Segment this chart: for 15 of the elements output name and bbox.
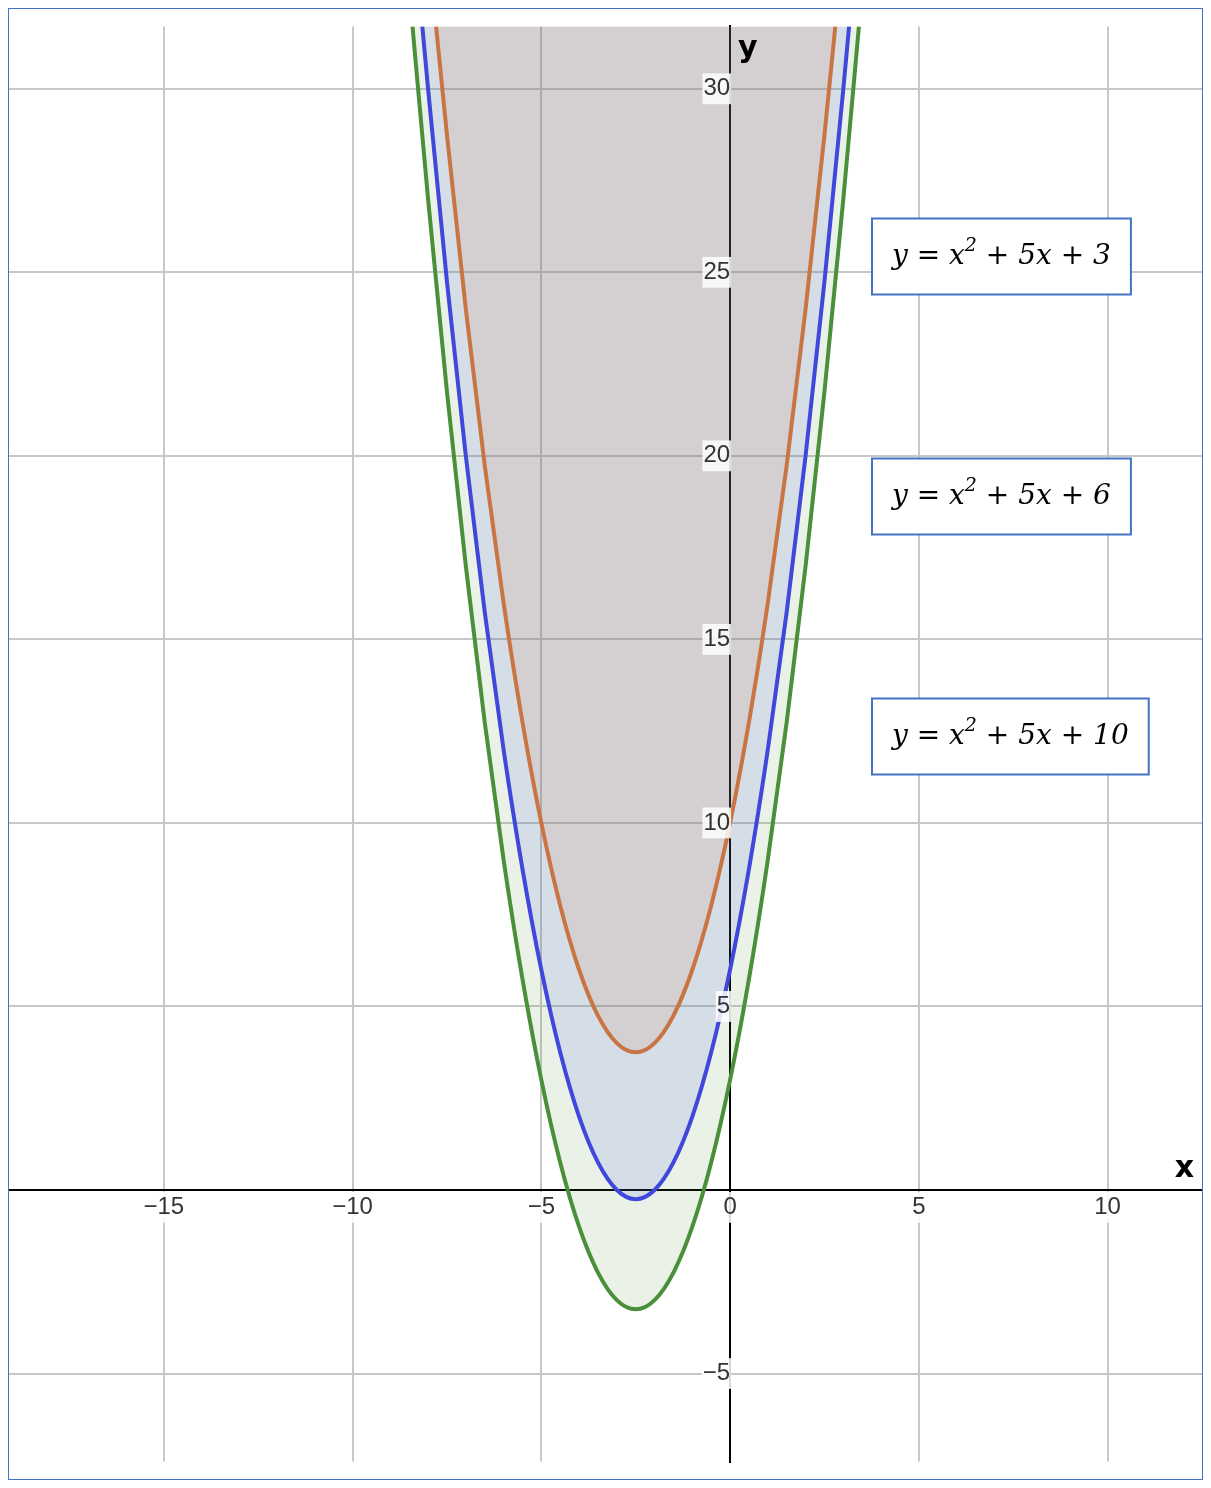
- x-tick-label: −15: [143, 1192, 185, 1219]
- y-tick-label: 20: [703, 440, 731, 468]
- y-tick-label: 15: [703, 624, 731, 652]
- y-tick-label: 5: [716, 991, 731, 1019]
- y-tick-label: 25: [703, 256, 731, 284]
- x-tick-label: −5: [527, 1192, 556, 1219]
- x-tick-label: 5: [912, 1192, 926, 1219]
- x-axis-title: x: [1174, 1148, 1194, 1184]
- y-tick-label: −5: [702, 1358, 731, 1386]
- y-tick-label: 30: [703, 73, 731, 101]
- y-axis-title: y: [738, 29, 759, 65]
- y-tick-label: 10: [703, 807, 731, 835]
- x-tick-label: −10: [332, 1192, 373, 1219]
- x-tick-label: 0: [723, 1192, 737, 1219]
- x-tick-label: 10: [1094, 1192, 1121, 1219]
